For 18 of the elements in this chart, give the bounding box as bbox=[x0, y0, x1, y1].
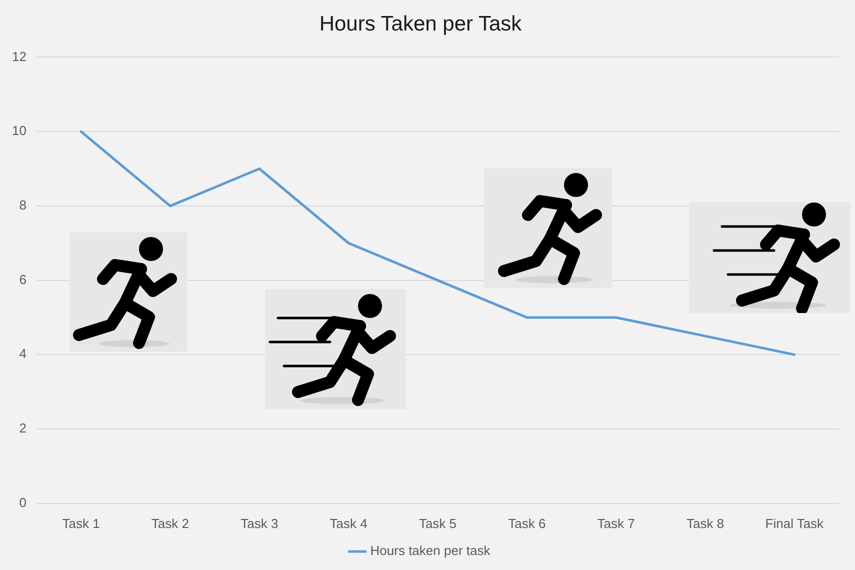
x-tick-label: Task 8 bbox=[686, 516, 724, 531]
x-tick-label: Task 4 bbox=[330, 516, 368, 531]
y-tick-label: 2 bbox=[19, 420, 26, 436]
x-tick-label: Task 7 bbox=[597, 516, 635, 531]
x-tick-label: Task 5 bbox=[418, 516, 457, 531]
y-tick-label: 0 bbox=[19, 494, 26, 510]
chart-title: Hours Taken per Task bbox=[319, 12, 522, 36]
y-tick-label: 8 bbox=[19, 198, 26, 213]
y-tick-label: 10 bbox=[12, 123, 26, 138]
x-tick-label: Task 2 bbox=[151, 516, 190, 531]
x-tick-label: Task 3 bbox=[240, 516, 278, 531]
y-tick-label: 12 bbox=[12, 48, 26, 64]
x-tick-label: Task 1 bbox=[62, 516, 100, 531]
x-tick-label: Task 6 bbox=[508, 516, 546, 531]
x-tick-label: Final Task bbox=[765, 516, 824, 531]
y-tick-label: 4 bbox=[19, 346, 26, 362]
y-tick-label: 6 bbox=[19, 272, 26, 287]
legend-label: Hours taken per task bbox=[370, 543, 491, 558]
